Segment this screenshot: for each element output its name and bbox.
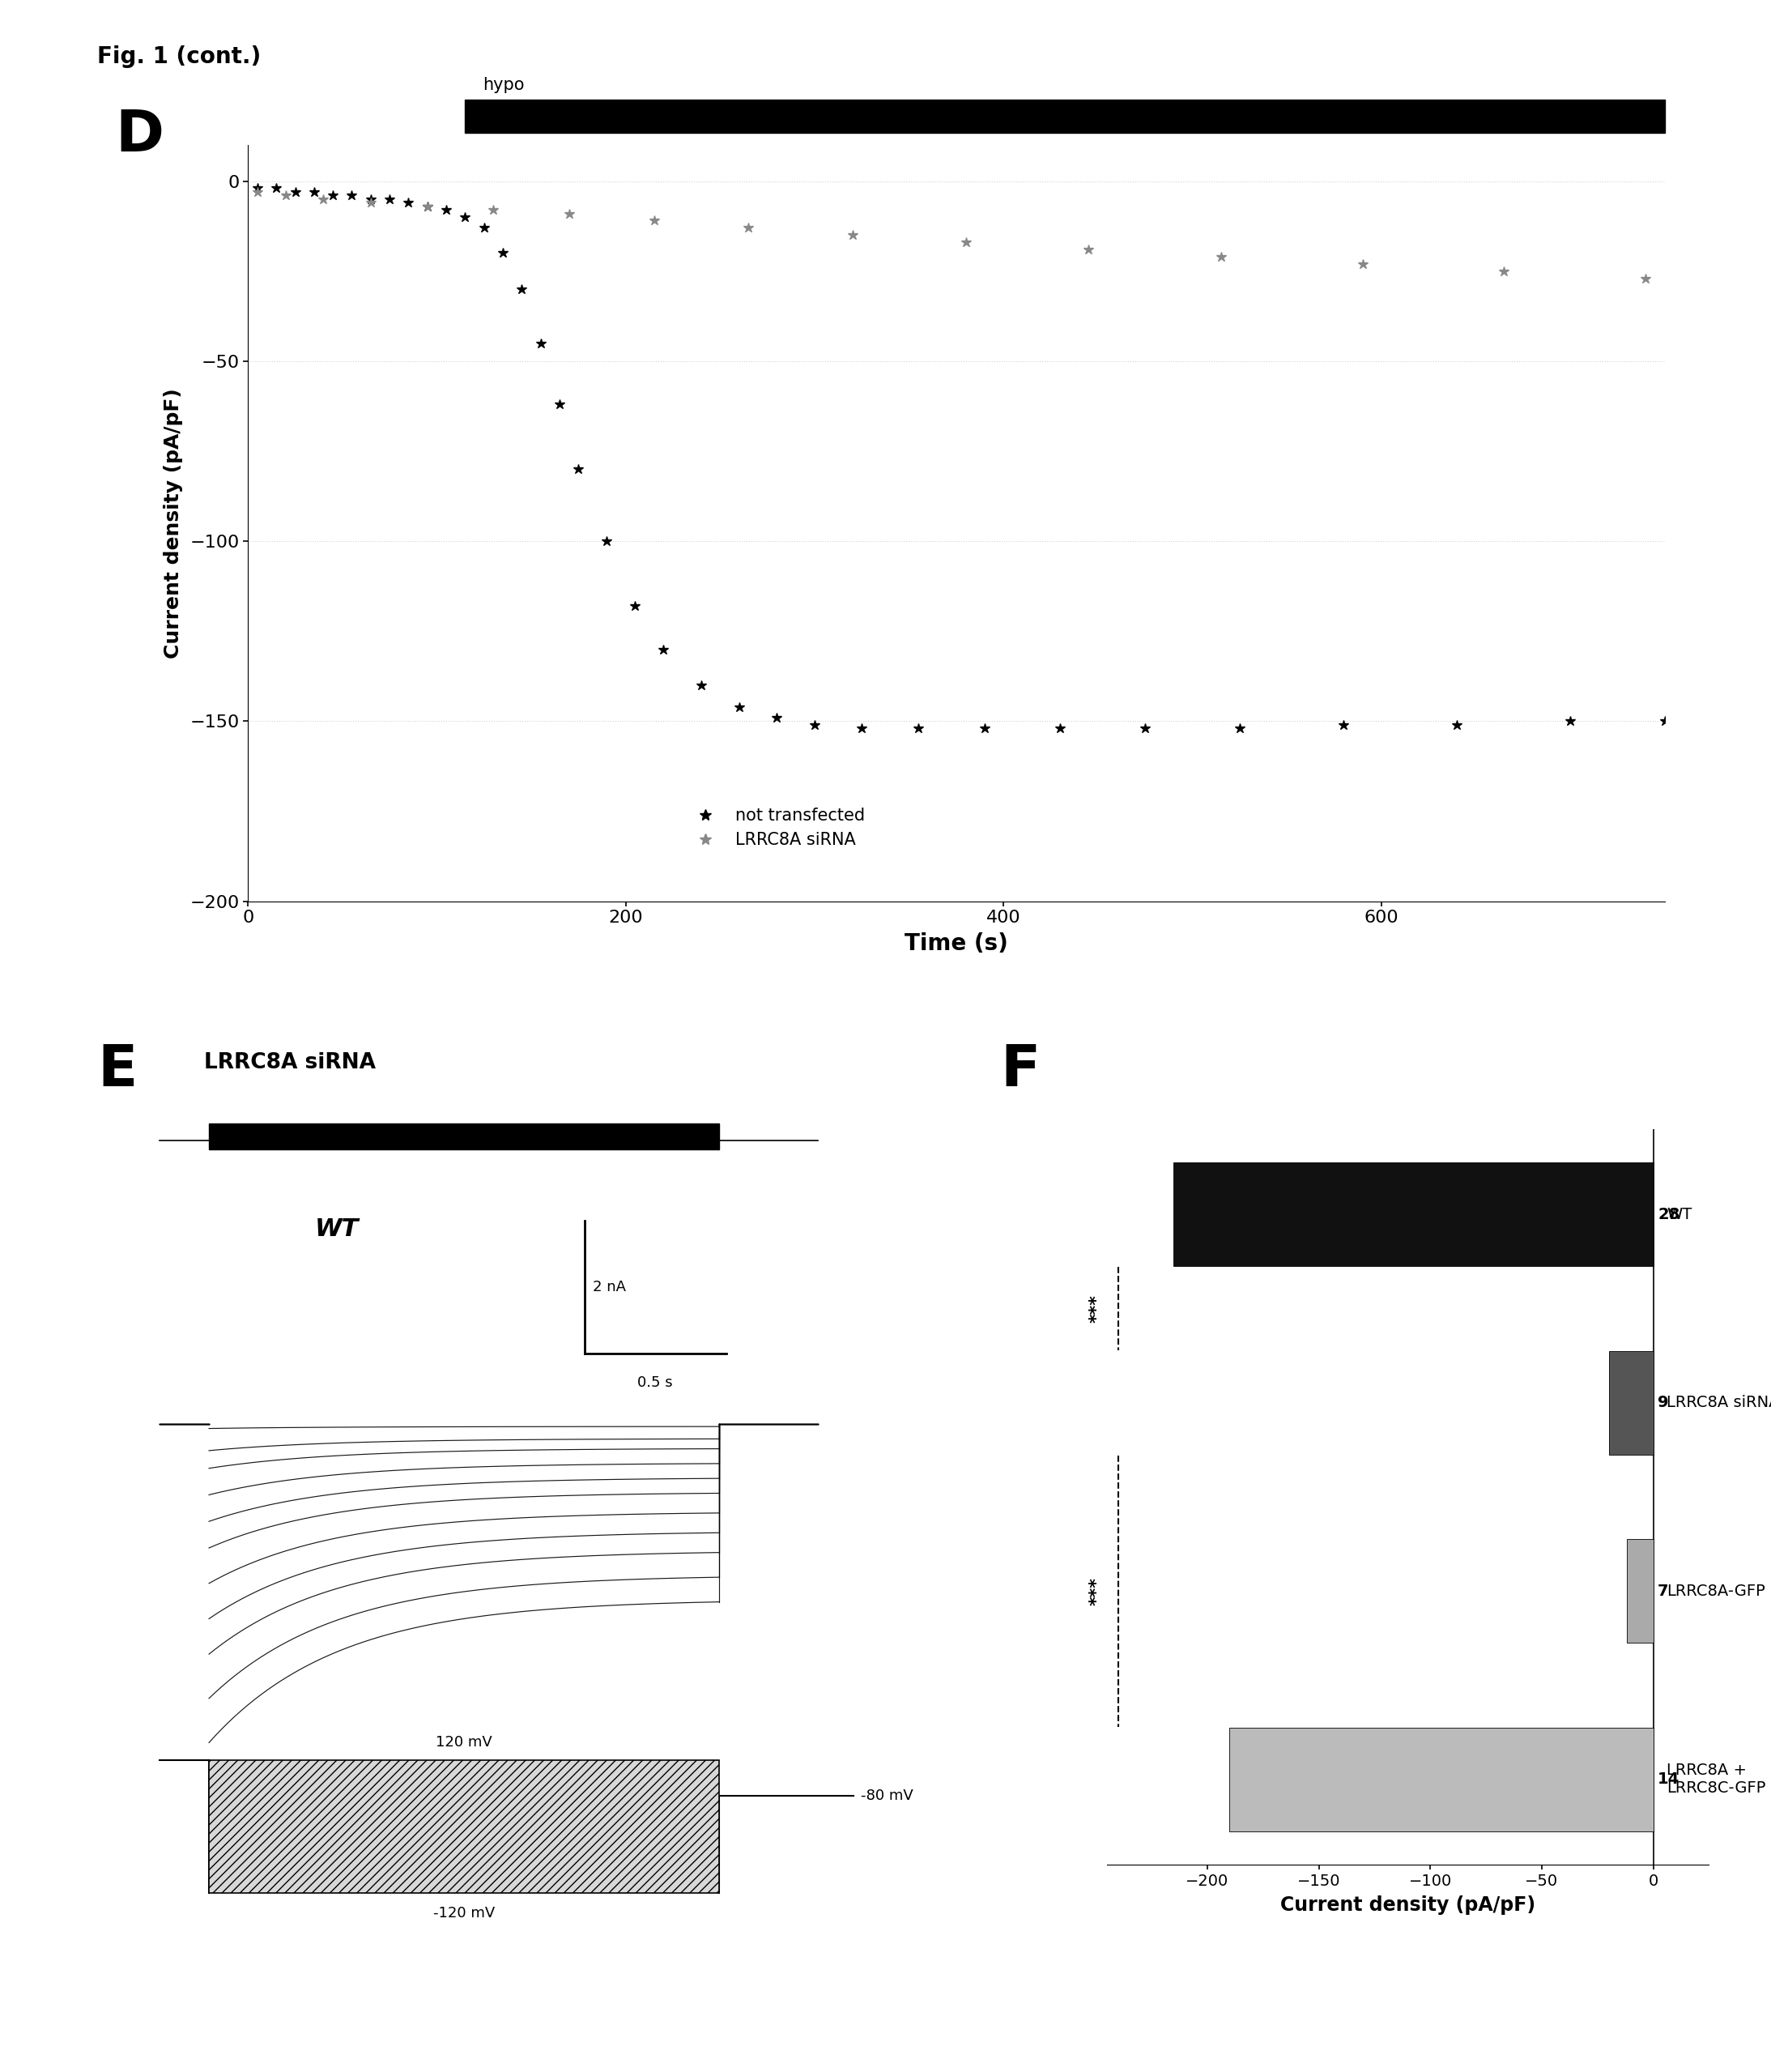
Text: LRRC8A siRNA: LRRC8A siRNA — [1667, 1394, 1771, 1411]
Bar — [1608, 1351, 1654, 1455]
LRRC8A siRNA — [416, 195, 437, 220]
not transfected — [455, 205, 476, 230]
LRRC8A siRNA — [1635, 265, 1656, 290]
not transfected — [398, 191, 420, 215]
not transfected — [852, 717, 873, 742]
not transfected — [767, 704, 788, 729]
Bar — [209, 1123, 719, 1150]
Text: WT: WT — [1667, 1206, 1691, 1222]
not transfected — [1654, 709, 1675, 733]
LRRC8A siRNA — [483, 197, 505, 222]
LRRC8A siRNA — [360, 191, 381, 215]
Text: LRRC8A +
LRRC8C-GFP: LRRC8A + LRRC8C-GFP — [1667, 1763, 1766, 1796]
Bar — [209, 1761, 719, 1894]
not transfected — [597, 528, 618, 553]
not transfected — [473, 215, 494, 240]
not transfected — [246, 176, 267, 201]
Line: not transfected: not transfected — [251, 182, 1670, 733]
LRRC8A siRNA — [313, 186, 335, 211]
not transfected — [322, 182, 344, 207]
LRRC8A siRNA — [275, 182, 296, 207]
LRRC8A siRNA — [246, 180, 267, 205]
Text: F: F — [1001, 1042, 1041, 1098]
not transfected — [1334, 713, 1355, 738]
not transfected — [804, 713, 825, 738]
LRRC8A siRNA — [1351, 251, 1373, 276]
Text: 120 mV: 120 mV — [436, 1734, 492, 1749]
LRRC8A siRNA — [1493, 259, 1514, 284]
Text: 9: 9 — [1658, 1394, 1668, 1411]
not transfected — [568, 456, 590, 481]
not transfected — [1135, 717, 1156, 742]
Text: -80 mV: -80 mV — [861, 1788, 914, 1803]
not transfected — [512, 278, 533, 303]
not transfected — [1050, 717, 1071, 742]
Text: 7: 7 — [1658, 1583, 1668, 1600]
Bar — [1626, 1539, 1654, 1643]
Text: WT: WT — [315, 1218, 358, 1241]
not transfected — [1229, 717, 1250, 742]
not transfected — [436, 197, 457, 222]
Bar — [1174, 1162, 1654, 1266]
not transfected — [625, 593, 646, 617]
not transfected — [492, 240, 514, 265]
Text: hypo: hypo — [483, 77, 524, 93]
LRRC8A siRNA — [1210, 244, 1231, 269]
X-axis label: Time (s): Time (s) — [905, 932, 1008, 955]
not transfected — [342, 182, 363, 207]
not transfected — [691, 673, 712, 698]
Text: ***: *** — [1089, 1577, 1105, 1606]
Text: Fig. 1 (cont.): Fig. 1 (cont.) — [97, 46, 260, 68]
not transfected — [285, 180, 306, 205]
not transfected — [379, 186, 400, 211]
not transfected — [266, 176, 287, 201]
Text: 14: 14 — [1658, 1772, 1679, 1788]
X-axis label: Current density (pA/pF): Current density (pA/pF) — [1280, 1896, 1535, 1915]
not transfected — [303, 180, 324, 205]
not transfected — [1560, 709, 1582, 733]
LRRC8A siRNA — [1079, 236, 1100, 261]
Text: ***: *** — [1089, 1295, 1105, 1322]
not transfected — [530, 332, 551, 356]
not transfected — [549, 392, 570, 416]
Text: 28: 28 — [1658, 1206, 1679, 1222]
Text: E: E — [97, 1042, 138, 1098]
Legend: not transfected, LRRC8A siRNA: not transfected, LRRC8A siRNA — [682, 800, 871, 856]
Y-axis label: Current density (pA/pF): Current density (pA/pF) — [163, 387, 182, 659]
LRRC8A siRNA — [739, 215, 760, 240]
Text: 0.5 s: 0.5 s — [638, 1376, 673, 1390]
not transfected — [1447, 713, 1468, 738]
Text: LRRC8A siRNA: LRRC8A siRNA — [204, 1053, 375, 1073]
LRRC8A siRNA — [841, 222, 862, 247]
Text: LRRC8A-GFP: LRRC8A-GFP — [1667, 1583, 1766, 1600]
Text: 2 nA: 2 nA — [593, 1280, 627, 1295]
not transfected — [909, 717, 930, 742]
LRRC8A siRNA — [643, 207, 664, 232]
not transfected — [416, 195, 437, 220]
LRRC8A siRNA — [558, 201, 579, 226]
LRRC8A siRNA — [955, 230, 976, 255]
not transfected — [360, 186, 381, 211]
Text: -120 mV: -120 mV — [434, 1906, 494, 1921]
not transfected — [728, 694, 749, 719]
not transfected — [974, 717, 995, 742]
Text: D: D — [115, 108, 163, 164]
not transfected — [653, 636, 675, 661]
Line: LRRC8A siRNA: LRRC8A siRNA — [251, 186, 1651, 284]
Bar — [1229, 1728, 1654, 1832]
